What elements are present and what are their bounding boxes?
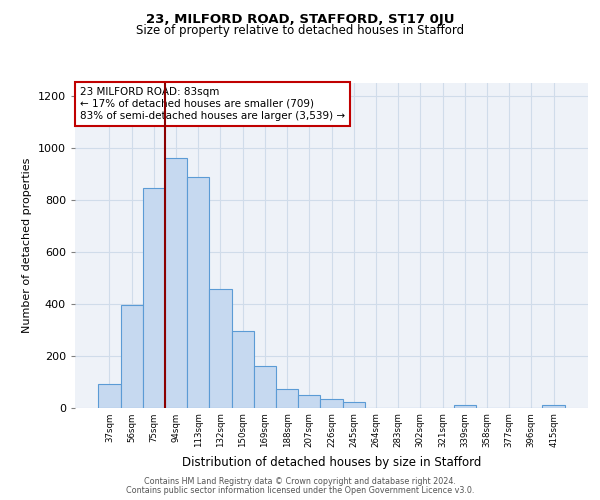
X-axis label: Distribution of detached houses by size in Stafford: Distribution of detached houses by size … <box>182 456 481 468</box>
Bar <box>187 178 209 408</box>
Bar <box>98 384 121 407</box>
Text: Contains HM Land Registry data © Crown copyright and database right 2024.: Contains HM Land Registry data © Crown c… <box>144 477 456 486</box>
Text: 23, MILFORD ROAD, STAFFORD, ST17 0JU: 23, MILFORD ROAD, STAFFORD, ST17 0JU <box>146 12 454 26</box>
Text: Size of property relative to detached houses in Stafford: Size of property relative to detached ho… <box>136 24 464 37</box>
Bar <box>542 405 565 407</box>
Bar <box>298 394 320 407</box>
Bar <box>320 399 343 407</box>
Bar <box>209 289 232 408</box>
Bar <box>254 366 276 408</box>
Text: Contains public sector information licensed under the Open Government Licence v3: Contains public sector information licen… <box>126 486 474 495</box>
Bar <box>165 158 187 408</box>
Bar <box>232 331 254 407</box>
Bar <box>121 305 143 408</box>
Bar <box>143 188 165 408</box>
Bar <box>454 405 476 407</box>
Bar <box>276 390 298 407</box>
Bar <box>343 402 365 407</box>
Y-axis label: Number of detached properties: Number of detached properties <box>22 158 32 332</box>
Text: 23 MILFORD ROAD: 83sqm
← 17% of detached houses are smaller (709)
83% of semi-de: 23 MILFORD ROAD: 83sqm ← 17% of detached… <box>80 88 345 120</box>
